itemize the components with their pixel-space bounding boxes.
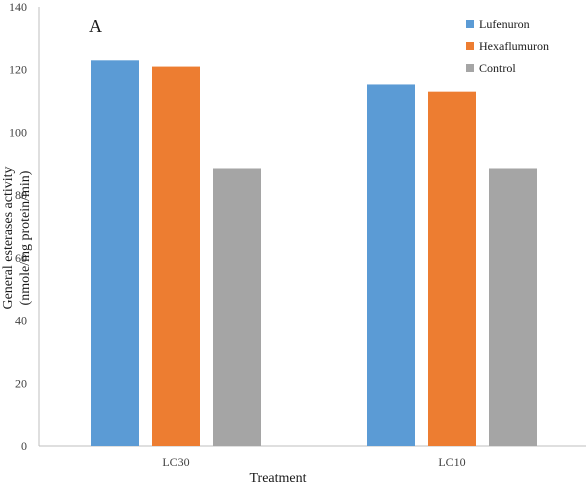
x-tick-label: LC30 [162,455,189,469]
panel-label: A [89,16,102,36]
y-tick-label: 40 [15,314,27,328]
x-axis-title: Treatment [249,471,306,486]
legend-label-lufenuron: Lufenuron [479,17,530,31]
y-tick-label: 0 [21,439,27,453]
y-tick-label: 80 [15,188,27,202]
bars-group [91,60,537,447]
bar-lufenuron-lc10 [367,84,415,446]
y-axis-title-line1: General esterases activity [1,166,16,309]
bar-hexaflumuron-lc30 [152,66,200,446]
legend-swatch-lufenuron [466,20,474,28]
y-tick-label: 20 [15,376,27,390]
bar-lufenuron-lc30 [91,60,139,447]
y-tick-label: 140 [9,0,27,14]
y-axis-ticks: 0 20 40 60 80 100 120 140 [9,0,27,453]
bar-control-lc30 [213,168,261,446]
y-tick-label: 120 [9,63,27,77]
y-axis-title-line2: (nmole/mg protein/min) [18,170,33,305]
y-tick-label: 60 [15,251,27,265]
x-tick-label: LC10 [438,455,465,469]
legend-swatch-hexaflumuron [466,42,474,50]
y-tick-label: 100 [9,125,27,139]
x-axis-ticks: LC30 LC10 [162,455,465,469]
legend-swatch-control [466,64,474,72]
legend-label-hexaflumuron: Hexaflumuron [479,39,549,53]
legend: Lufenuron Hexaflumuron Control [466,17,549,75]
bar-control-lc10 [489,168,537,446]
bar-hexaflumuron-lc10 [428,91,476,447]
legend-label-control: Control [479,61,516,75]
